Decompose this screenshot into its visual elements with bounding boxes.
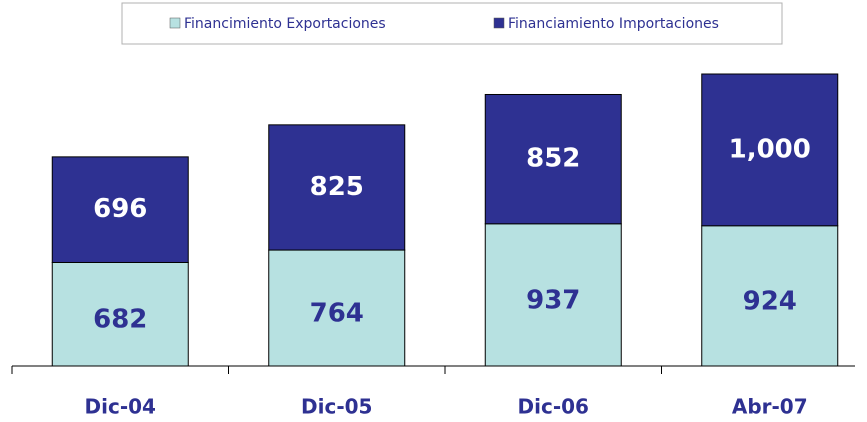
legend-box (121, 2, 783, 45)
x-tick-label: Dic-06 (518, 395, 589, 419)
value-label: 924 (743, 286, 797, 316)
bar-segment (701, 73, 839, 227)
x-tick-label: Dic-04 (85, 395, 156, 419)
legend-label: Financimiento Exportaciones (184, 16, 386, 32)
value-label: 764 (310, 299, 364, 329)
bar-segment (268, 124, 406, 251)
bar-segment (51, 156, 189, 263)
value-label: 937 (526, 285, 580, 315)
value-label: 825 (310, 172, 364, 202)
legend-swatch (493, 17, 505, 29)
x-tick-label: Abr-07 (732, 395, 808, 419)
value-label: 696 (93, 194, 147, 224)
bar-segment (484, 93, 622, 225)
legend-swatch (169, 17, 181, 29)
value-label: 1,000 (729, 134, 811, 164)
legend-label: Financiamiento Importaciones (508, 16, 719, 32)
x-tick-label: Dic-05 (301, 395, 372, 419)
bar-segment (51, 261, 189, 367)
value-label: 682 (93, 305, 147, 335)
value-label: 852 (526, 144, 580, 174)
bar-segment (701, 225, 839, 367)
